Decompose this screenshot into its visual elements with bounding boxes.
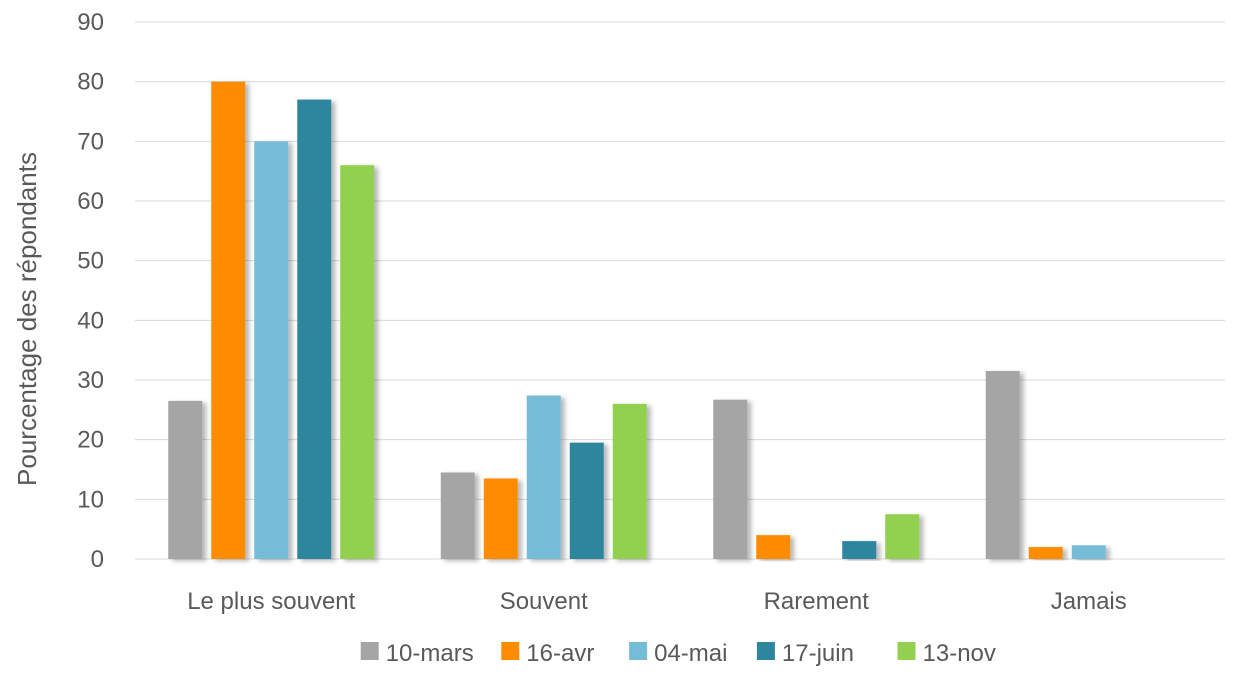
bar-17-juin-le-plus-souvent (297, 99, 332, 560)
y-tick-label: 50 (77, 248, 104, 275)
y-axis-title: Pourcentage des répondants (12, 152, 42, 486)
legend: 10-mars 16-avr 04-mai 17-juin 13-nov (360, 640, 996, 667)
y-tick-label: 0 (91, 546, 104, 573)
bar-17-juin-souvent (569, 442, 604, 559)
y-tick-label: 70 (77, 128, 104, 155)
bar-17-juin-rarement (842, 541, 877, 559)
bar-16-avr-jamais (1028, 547, 1063, 559)
bar-16-avr-rarement (756, 535, 791, 559)
bar-13-nov-rarement (885, 514, 920, 559)
bar-04-mai-le-plus-souvent (254, 141, 289, 560)
y-tick-label: 90 (77, 9, 104, 36)
bar-10-mars-rarement (713, 399, 748, 559)
x-category-label: Le plus souvent (187, 588, 355, 615)
y-tick-label: 30 (77, 367, 104, 394)
y-tick-label: 10 (77, 486, 104, 513)
x-category-label: Jamais (1051, 588, 1127, 615)
bars (168, 81, 1106, 560)
legend-swatch (756, 642, 775, 660)
x-category-label: Souvent (500, 588, 588, 615)
bar-13-nov-le-plus-souvent (340, 165, 375, 559)
bar-16-avr-le-plus-souvent (211, 81, 246, 560)
bar-13-nov-souvent (612, 403, 647, 559)
y-tick-label: 40 (77, 307, 104, 334)
legend-swatch (360, 642, 379, 660)
bar-16-avr-souvent (483, 478, 518, 559)
x-axis-labels: Le plus souvent Souvent Rarement Jamais (187, 588, 1127, 615)
legend-swatch (501, 642, 520, 660)
legend-label: 13-nov (923, 640, 996, 667)
bar-04-mai-jamais (1071, 545, 1106, 559)
bar-04-mai-souvent (526, 395, 561, 559)
legend-label: 16-avr (526, 640, 594, 667)
y-tick-label: 20 (77, 427, 104, 454)
legend-label: 17-juin (782, 640, 854, 667)
bar-10-mars-le-plus-souvent (168, 400, 203, 559)
bar-10-mars-souvent (440, 472, 475, 559)
y-tick-label: 60 (77, 188, 104, 215)
legend-swatch (897, 642, 916, 660)
legend-label: 10-mars (386, 640, 474, 667)
legend-swatch (629, 642, 648, 660)
legend-label: 04-mai (654, 640, 727, 667)
bar-10-mars-jamais (985, 371, 1020, 559)
x-category-label: Rarement (764, 588, 870, 615)
y-tick-label: 80 (77, 69, 104, 96)
y-axis-ticks: 0 10 20 30 40 50 60 70 80 90 (77, 9, 104, 573)
